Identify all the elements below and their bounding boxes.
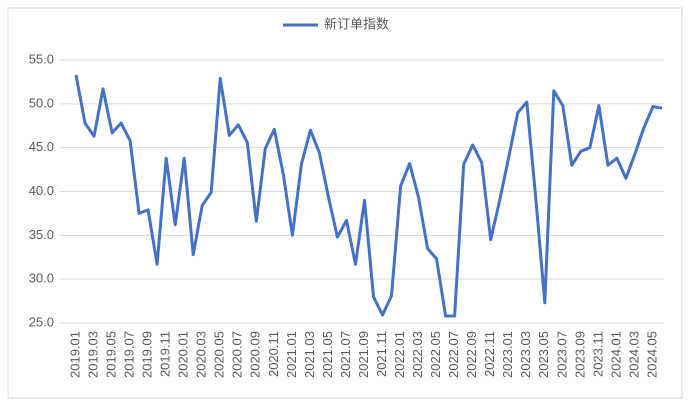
x-tick-label: 2024.03 <box>626 331 641 378</box>
x-tick-label: 2023.01 <box>500 331 515 378</box>
chart-frame <box>7 7 683 399</box>
x-tick-label: 2020.03 <box>194 331 209 378</box>
x-tick-label: 2021.05 <box>320 331 335 378</box>
x-tick-label: 2019.03 <box>85 331 100 378</box>
x-tick-label: 2021.09 <box>356 331 371 378</box>
x-tick-label: 2022.05 <box>428 331 443 378</box>
x-tick-label: 2020.05 <box>212 331 227 378</box>
x-tick-label: 2021.01 <box>284 331 299 378</box>
y-tick-label: 50.0 <box>29 95 54 110</box>
x-tick-label: 2022.07 <box>446 331 461 378</box>
x-tick-label: 2021.03 <box>302 331 317 378</box>
x-tick-label: 2023.03 <box>518 331 533 378</box>
y-tick-label: 55.0 <box>29 51 54 66</box>
y-tick-label: 30.0 <box>29 271 54 286</box>
x-tick-label: 2022.01 <box>392 331 407 378</box>
y-tick-label: 35.0 <box>29 227 54 242</box>
x-tick-label: 2022.09 <box>464 331 479 378</box>
y-tick-label: 45.0 <box>29 139 54 154</box>
x-tick-label: 2023.09 <box>572 331 587 378</box>
x-tick-label: 2019.05 <box>103 331 118 378</box>
y-tick-label: 40.0 <box>29 183 54 198</box>
x-tick-label: 2021.11 <box>374 331 389 377</box>
x-tick-label: 2024.05 <box>644 331 659 378</box>
x-tick-label: 2019.09 <box>140 331 155 378</box>
y-tick-label: 25.0 <box>29 314 54 329</box>
x-tick-label: 2021.07 <box>338 331 353 378</box>
x-tick-label: 2022.03 <box>410 331 425 378</box>
x-tick-label: 2020.09 <box>248 331 263 378</box>
x-tick-label: 2023.05 <box>536 331 551 378</box>
x-tick-label: 2023.11 <box>590 331 605 377</box>
x-tick-label: 2020.07 <box>230 331 245 378</box>
x-tick-label: 2019.07 <box>122 331 137 378</box>
x-tick-label: 2023.07 <box>554 331 569 378</box>
data-line <box>74 74 663 318</box>
x-tick-label: 2020.11 <box>266 331 281 377</box>
x-tick-label: 2019.11 <box>158 331 173 377</box>
x-tick-label: 2020.01 <box>176 331 191 378</box>
x-tick-label: 2019.01 <box>67 331 82 378</box>
x-tick-label: 2024.01 <box>608 331 623 378</box>
legend-label: 新订单指数 <box>324 16 389 31</box>
x-tick-label: 2022.11 <box>482 331 497 377</box>
